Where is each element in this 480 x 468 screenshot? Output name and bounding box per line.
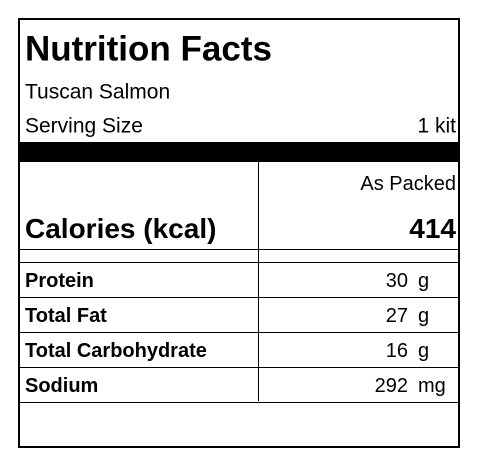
- nutrient-amount: 30: [385, 269, 408, 292]
- nutrient-name: Total Carbohydrate: [25, 339, 207, 362]
- nutrient-amount: 27: [385, 304, 408, 327]
- serving-label: Serving Size: [25, 114, 143, 138]
- thick-divider: [18, 142, 460, 162]
- calories-label: Calories (kcal): [25, 213, 217, 244]
- label-border: [18, 18, 460, 448]
- serving-value: 1 kit: [417, 114, 456, 138]
- row-line: [18, 402, 460, 403]
- column-header: As Packed: [360, 173, 456, 195]
- nutrient-unit: mg: [418, 374, 446, 397]
- row-line: [18, 249, 460, 250]
- nutrient-unit: g: [418, 269, 430, 292]
- nutrient-name: Sodium: [25, 374, 99, 397]
- nutrient-name: Total Fat: [25, 304, 107, 327]
- nutrient-amount: 292: [374, 374, 408, 397]
- column-divider: [258, 162, 259, 401]
- nutrient-unit: g: [418, 339, 430, 362]
- calories-value: 414: [409, 213, 456, 244]
- nutrient-unit: g: [418, 304, 430, 327]
- row-line: [18, 332, 460, 333]
- label-title: Nutrition Facts: [25, 29, 272, 69]
- product-name: Tuscan Salmon: [25, 80, 171, 104]
- nutrient-name: Protein: [25, 269, 94, 292]
- nutrient-amount: 16: [385, 339, 408, 362]
- row-line: [18, 297, 460, 298]
- row-line: [18, 367, 460, 368]
- row-line: [18, 262, 460, 263]
